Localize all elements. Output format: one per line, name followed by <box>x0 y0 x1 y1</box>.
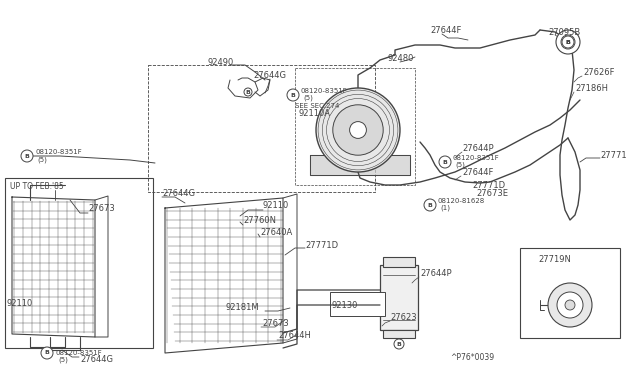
Polygon shape <box>310 155 410 175</box>
Text: 27644G: 27644G <box>80 356 113 365</box>
Circle shape <box>562 36 574 48</box>
Circle shape <box>556 30 580 54</box>
Circle shape <box>287 89 299 101</box>
Text: 92110: 92110 <box>6 298 32 308</box>
Text: 27760N: 27760N <box>243 215 276 224</box>
Text: (5): (5) <box>455 162 465 168</box>
Text: 27644P: 27644P <box>462 144 493 153</box>
Bar <box>5 178 153 348</box>
Bar <box>330 292 385 316</box>
Text: 27644G: 27644G <box>253 71 286 80</box>
Text: 27626F: 27626F <box>583 67 614 77</box>
Text: 27644H: 27644H <box>278 331 311 340</box>
Text: (5): (5) <box>37 157 47 163</box>
Circle shape <box>424 199 436 211</box>
Circle shape <box>316 88 400 172</box>
Circle shape <box>557 292 583 318</box>
Circle shape <box>561 35 575 49</box>
Circle shape <box>349 122 366 138</box>
Circle shape <box>394 339 404 349</box>
Bar <box>383 330 415 338</box>
Text: 27623: 27623 <box>390 314 417 323</box>
Text: B: B <box>428 202 433 208</box>
Text: B: B <box>246 90 250 94</box>
Text: 27644G: 27644G <box>162 189 195 198</box>
Text: (5): (5) <box>303 95 313 101</box>
Text: (5): (5) <box>58 357 68 363</box>
Circle shape <box>548 283 592 327</box>
Text: 27640A: 27640A <box>260 228 292 237</box>
Text: ^P76*0039: ^P76*0039 <box>450 353 494 362</box>
Text: (1): (1) <box>440 205 450 211</box>
Circle shape <box>333 105 383 155</box>
Text: B: B <box>566 39 570 45</box>
Text: 08120-8351F: 08120-8351F <box>55 350 102 356</box>
Text: B: B <box>45 350 49 356</box>
Text: 27095B: 27095B <box>548 28 580 36</box>
Bar <box>380 265 418 330</box>
Text: 92181M: 92181M <box>225 304 259 312</box>
Text: 27644F: 27644F <box>430 26 461 35</box>
Text: UP TO FEB.'85: UP TO FEB.'85 <box>10 182 64 190</box>
Bar <box>383 257 415 267</box>
Polygon shape <box>12 197 95 337</box>
Text: 27673: 27673 <box>262 318 289 327</box>
Text: B: B <box>443 160 447 164</box>
Text: 27673: 27673 <box>88 203 115 212</box>
Text: 27771: 27771 <box>600 151 627 160</box>
Text: 08120-8351F: 08120-8351F <box>301 88 348 94</box>
Circle shape <box>565 300 575 310</box>
Text: B: B <box>397 341 401 346</box>
Text: 08120-8351F: 08120-8351F <box>35 149 82 155</box>
Circle shape <box>41 347 53 359</box>
Text: 92110: 92110 <box>263 201 289 209</box>
Text: B: B <box>24 154 29 158</box>
Text: 92490: 92490 <box>208 58 234 67</box>
Text: 92110A: 92110A <box>299 109 331 118</box>
Bar <box>520 248 620 338</box>
Text: 27771D: 27771D <box>305 241 338 250</box>
Circle shape <box>439 156 451 168</box>
Text: B: B <box>566 39 570 45</box>
Text: 08120-81628: 08120-81628 <box>438 198 485 204</box>
Text: 27186H: 27186H <box>575 83 608 93</box>
Text: 27771D: 27771D <box>472 180 505 189</box>
Text: SEE SEC.274: SEE SEC.274 <box>295 103 339 109</box>
Text: 92480: 92480 <box>388 54 414 62</box>
Text: 92130: 92130 <box>332 301 358 310</box>
Circle shape <box>21 150 33 162</box>
Text: 27644F: 27644F <box>462 167 493 176</box>
Text: 08120-8351F: 08120-8351F <box>453 155 500 161</box>
Text: 27644P: 27644P <box>420 269 452 278</box>
Text: 27719N: 27719N <box>538 256 571 264</box>
Text: 27673E: 27673E <box>476 189 508 198</box>
Polygon shape <box>165 198 283 353</box>
Text: B: B <box>291 93 296 97</box>
Circle shape <box>244 88 252 96</box>
